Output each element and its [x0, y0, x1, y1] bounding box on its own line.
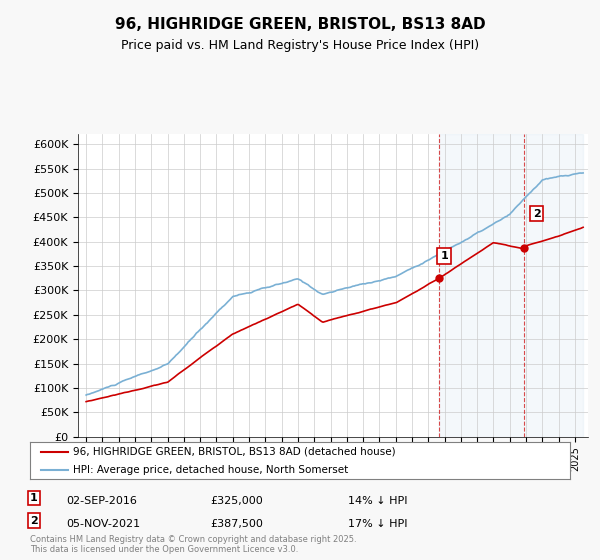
Text: 1: 1 — [440, 251, 448, 261]
Bar — [439, 134, 583, 437]
Text: 96, HIGHRIDGE GREEN, BRISTOL, BS13 8AD: 96, HIGHRIDGE GREEN, BRISTOL, BS13 8AD — [115, 17, 485, 32]
Text: 96, HIGHRIDGE GREEN, BRISTOL, BS13 8AD (detached house): 96, HIGHRIDGE GREEN, BRISTOL, BS13 8AD (… — [73, 446, 396, 456]
Text: 17% ↓ HPI: 17% ↓ HPI — [348, 519, 407, 529]
Text: 14% ↓ HPI: 14% ↓ HPI — [348, 496, 407, 506]
Text: £387,500: £387,500 — [210, 519, 263, 529]
Text: Contains HM Land Registry data © Crown copyright and database right 2025.
This d: Contains HM Land Registry data © Crown c… — [30, 535, 356, 554]
Text: HPI: Average price, detached house, North Somerset: HPI: Average price, detached house, Nort… — [73, 465, 349, 475]
Text: 05-NOV-2021: 05-NOV-2021 — [66, 519, 140, 529]
Text: 1: 1 — [30, 493, 38, 503]
Text: Price paid vs. HM Land Registry's House Price Index (HPI): Price paid vs. HM Land Registry's House … — [121, 39, 479, 52]
Text: 2: 2 — [30, 516, 38, 526]
Text: £325,000: £325,000 — [210, 496, 263, 506]
Text: 02-SEP-2016: 02-SEP-2016 — [66, 496, 137, 506]
Text: 2: 2 — [533, 208, 541, 218]
